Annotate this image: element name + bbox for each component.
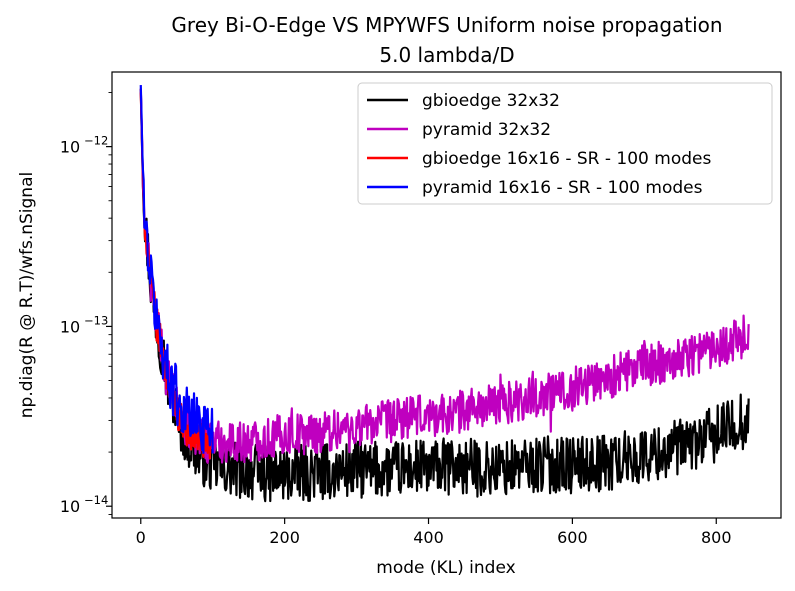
chart-title: Grey Bi-O-Edge VS MPYWFS Uniform noise p…	[171, 13, 722, 37]
y-tick-label: 10	[60, 138, 80, 157]
legend-box	[357, 82, 773, 205]
legend-label: pyramid 32x32	[422, 120, 551, 140]
y-tick-label: 10	[60, 497, 80, 516]
series-line	[139, 85, 214, 455]
x-tick-label: 200	[269, 528, 300, 547]
legend-label: gbioedge 32x32	[422, 91, 560, 111]
y-tick-exponent: −14	[84, 493, 108, 507]
legend-label: gbioedge 16x16 - SR - 100 modes	[422, 149, 711, 169]
legend-label: pyramid 16x16 - SR - 100 modes	[422, 178, 703, 198]
y-tick-exponent: −13	[84, 313, 108, 327]
y-axis-label: np.diag(R @ R.T)/wfs.nSignal	[17, 172, 37, 418]
series-line	[139, 88, 750, 464]
x-tick-label: 400	[413, 528, 444, 547]
y-tick-exponent: −12	[84, 134, 108, 148]
x-tick-label: 600	[557, 528, 588, 547]
chart-subtitle: 5.0 lambda/D	[379, 43, 514, 67]
x-tick-label: 0	[136, 528, 146, 547]
tick-layer: 0 200 400 600 800 10 −14 10 −13 10 −12	[60, 92, 732, 547]
legend: gbioedge 32x32 pyramid 32x32 gbioedge 16x1…	[357, 82, 773, 205]
plot-frame	[111, 71, 782, 519]
series-layer	[139, 85, 750, 503]
x-axis-label: mode (KL) index	[376, 558, 515, 578]
y-tick-label: 10	[60, 317, 80, 336]
x-tick-label: 800	[701, 528, 732, 547]
series-line	[139, 88, 750, 503]
